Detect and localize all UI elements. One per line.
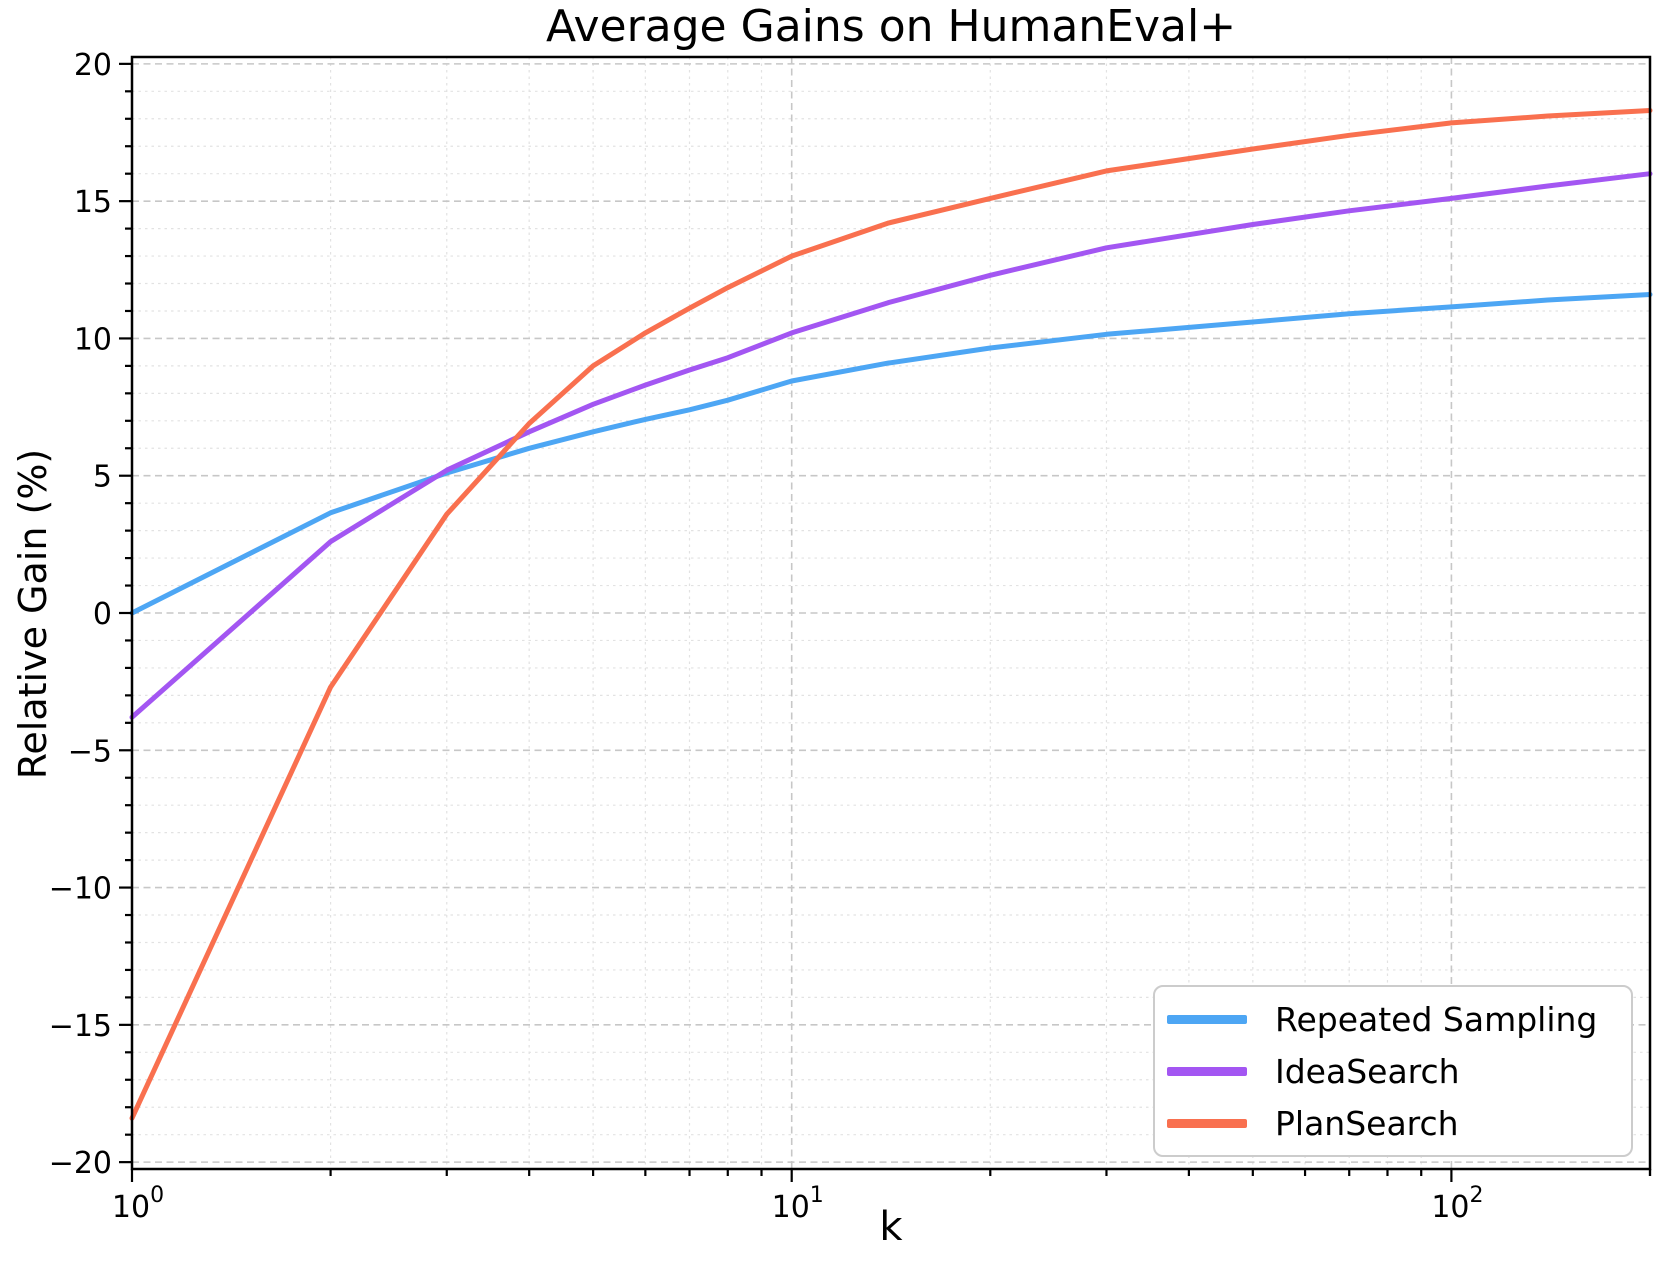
- x-axis-label: k: [879, 1204, 903, 1250]
- series-line-plansearch: [129, 108, 1653, 1121]
- svg-text:15: 15: [74, 185, 112, 220]
- series-line-ideasearch: [129, 171, 1653, 720]
- svg-text:10: 10: [74, 322, 112, 357]
- chart-title: Average Gains on HumanEval+: [545, 1, 1237, 52]
- legend-label: Repeated Sampling: [1275, 999, 1598, 1039]
- svg-text:−20: −20: [49, 1146, 112, 1181]
- svg-text:−10: −10: [49, 872, 112, 907]
- legend-item-plansearch: PlanSearch: [1155, 1097, 1631, 1149]
- svg-text:20: 20: [74, 48, 112, 83]
- legend: Repeated Sampling IdeaSearch PlanSearch: [1153, 985, 1633, 1157]
- svg-text:−5: −5: [68, 734, 112, 769]
- axis-ticks: [119, 62, 1652, 1182]
- legend-line-swatch: [1167, 1118, 1247, 1128]
- svg-text:−15: −15: [49, 1009, 112, 1044]
- legend-label: PlanSearch: [1275, 1103, 1459, 1143]
- legend-label: IdeaSearch: [1275, 1051, 1460, 1091]
- svg-text:5: 5: [93, 460, 112, 495]
- legend-line-swatch: [1167, 1066, 1247, 1076]
- y-tick-labels: 20 15 10 5 0 −5 −10 −15 −20: [49, 48, 112, 1181]
- legend-item-ideasearch: IdeaSearch: [1155, 1045, 1631, 1097]
- legend-item-repeated-sampling: Repeated Sampling: [1155, 993, 1631, 1045]
- major-gridlines: [131, 57, 1650, 1169]
- svg-text:100: 100: [112, 1183, 164, 1225]
- svg-text:102: 102: [1431, 1183, 1483, 1225]
- legend-line-swatch: [1167, 1014, 1247, 1024]
- x-tick-labels: 100 101 102: [112, 1183, 1484, 1225]
- y-axis-label: Relative Gain (%): [11, 448, 55, 780]
- svg-text:101: 101: [772, 1183, 824, 1225]
- series-line-repeated-sampling: [129, 292, 1653, 616]
- svg-text:0: 0: [93, 597, 112, 632]
